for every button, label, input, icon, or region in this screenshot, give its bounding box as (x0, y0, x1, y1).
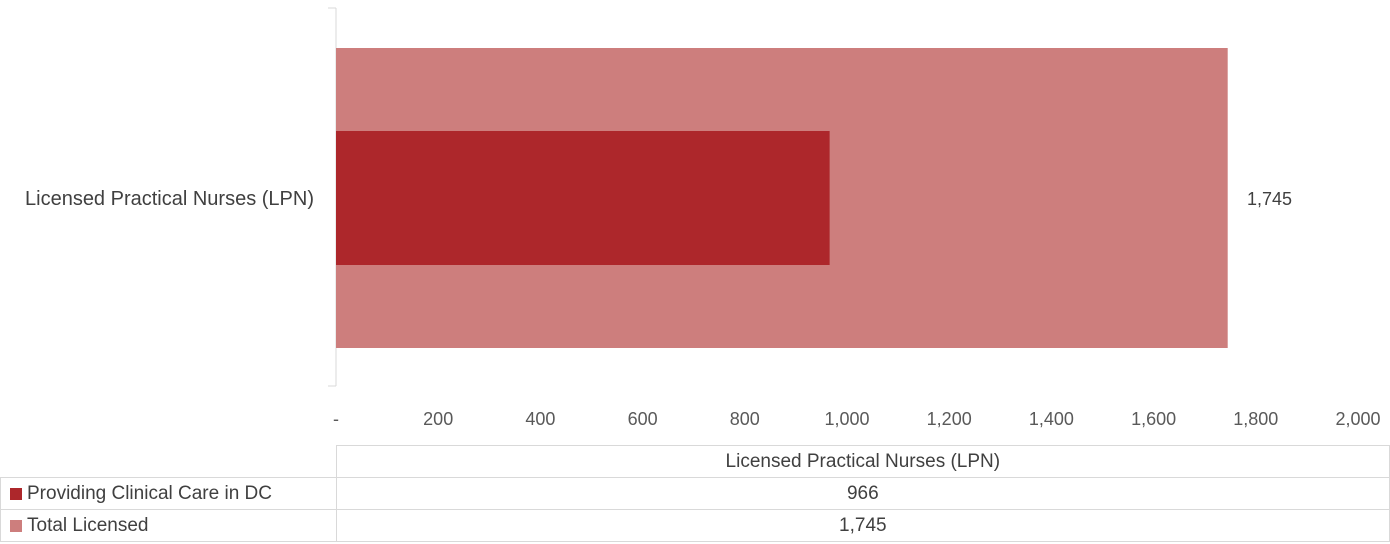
category-label: Licensed Practical Nurses (LPN) (25, 188, 314, 210)
table-row-label: Total Licensed (0, 509, 337, 542)
legend-label-total: Total Licensed (27, 514, 149, 536)
legend-swatch-providing (10, 488, 22, 500)
x-tick-label: 1,800 (1233, 409, 1278, 429)
x-tick-label: 2,000 (1335, 409, 1380, 429)
legend-swatch-total (10, 520, 22, 532)
legend-label-providing: Providing Clinical Care in DC (27, 482, 272, 504)
x-tick-label: 800 (730, 409, 760, 429)
x-tick-label: 1,200 (927, 409, 972, 429)
x-tick-label: 1,400 (1029, 409, 1074, 429)
table-cell-total: 1,745 (335, 509, 1390, 542)
data-table: Licensed Practical Nurses (LPN) Providin… (0, 445, 1390, 542)
bar-providing-clinical-care (336, 131, 830, 265)
x-tick-label: 400 (525, 409, 555, 429)
x-tick-label: 600 (628, 409, 658, 429)
table-corner (1, 446, 337, 478)
table-header-cell: Licensed Practical Nurses (LPN) (335, 445, 1390, 478)
bar-chart: Licensed Practical Nurses (LPN) 1,745 - 200… (25, 7, 1381, 429)
x-tick-label: 1,600 (1131, 409, 1176, 429)
table-header-row: Licensed Practical Nurses (LPN) (1, 445, 1390, 478)
x-tick-label: - (333, 409, 339, 429)
table-row: Total Licensed 1,745 (0, 509, 1390, 542)
table-row-label: Providing Clinical Care in DC (0, 477, 337, 510)
data-label-total: 1,745 (1247, 189, 1292, 209)
table-cell-providing: 966 (335, 477, 1390, 510)
table-row: Providing Clinical Care in DC 966 (0, 477, 1390, 510)
x-tick-label: 200 (423, 409, 453, 429)
x-tick-label: 1,000 (824, 409, 869, 429)
